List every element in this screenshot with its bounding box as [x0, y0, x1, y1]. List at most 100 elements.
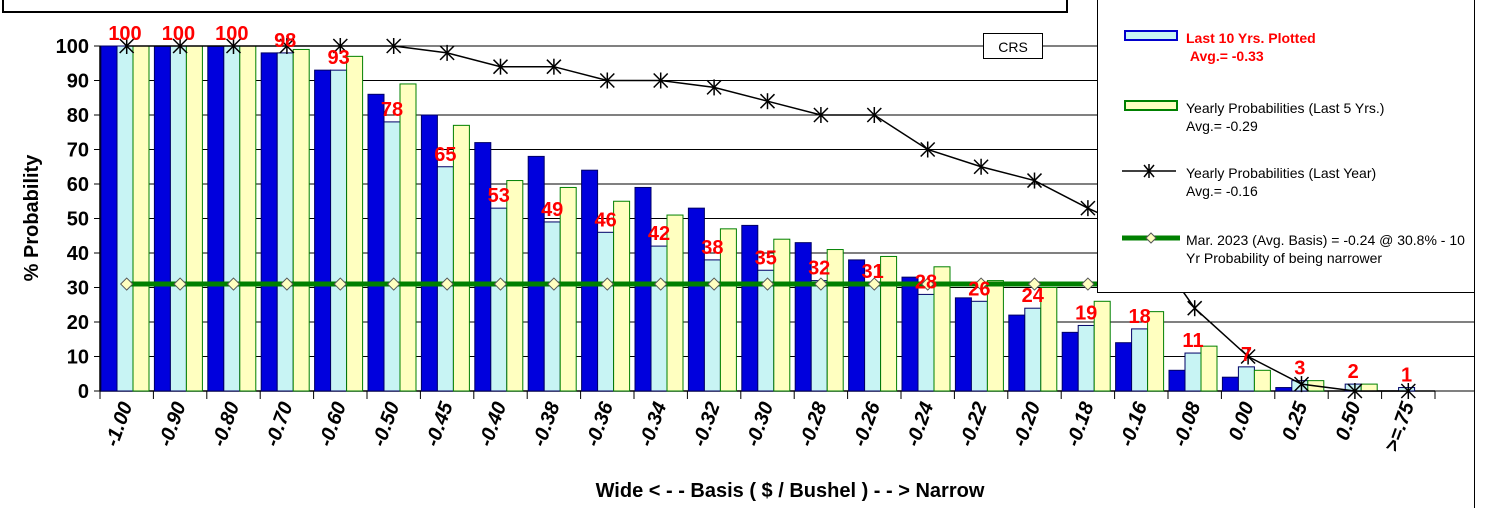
- avg-basis-marker: [440, 277, 454, 291]
- bar: [527, 155, 545, 392]
- last-year-marker: [1026, 172, 1043, 189]
- avg-basis-marker: [119, 277, 134, 291]
- data-label: 65: [434, 144, 456, 166]
- avg-basis-marker: [280, 277, 294, 291]
- y-tick-label: 100: [56, 36, 89, 58]
- bar: [260, 52, 278, 392]
- data-label: 78: [381, 99, 403, 121]
- avg-basis-marker: [173, 277, 187, 291]
- bar: [452, 124, 470, 392]
- bar: [1184, 352, 1202, 392]
- x-tick-label: -0.32: [689, 399, 725, 449]
- avg-basis-marker: [867, 277, 882, 291]
- x-tick-label: >=.75: [1381, 398, 1419, 454]
- bar: [719, 228, 737, 392]
- bar: [970, 300, 988, 392]
- legend-line-green-diamond: [1116, 231, 1186, 245]
- y-tick-label: 10: [67, 347, 89, 369]
- last-year-marker: [706, 79, 722, 96]
- bar: [436, 166, 454, 392]
- bar: [917, 293, 935, 392]
- bar: [169, 45, 187, 392]
- last-year-marker: [1347, 383, 1363, 399]
- bar: [1024, 307, 1042, 392]
- legend-label-last-year: Yearly Probabilities (Last Year) Avg.= -0…: [1186, 165, 1377, 199]
- bar: [1131, 328, 1149, 392]
- data-label: 2: [1348, 361, 1359, 383]
- bar: [1221, 376, 1239, 392]
- bar: [207, 45, 225, 392]
- legend-label-avg-basis: Mar. 2023 (Avg. Basis) = -0.24 @ 30.8% -…: [1186, 232, 1465, 266]
- x-tick-label: -0.08: [1169, 398, 1206, 449]
- avg-basis-marker: [600, 277, 615, 291]
- bar: [687, 207, 705, 392]
- crs-label: CRS: [983, 33, 1043, 59]
- data-label: 18: [1128, 306, 1150, 328]
- x-tick-label: -0.90: [155, 399, 191, 449]
- last-year-marker: [1080, 200, 1096, 217]
- bar: [1077, 324, 1095, 392]
- y-tick-label: 20: [67, 312, 89, 334]
- bar: [1008, 314, 1026, 392]
- bar: [474, 142, 492, 392]
- bar: [666, 214, 684, 392]
- last-year-marker: [599, 72, 615, 89]
- legend-swatch-yellow: [1116, 99, 1186, 113]
- bar: [132, 45, 150, 392]
- legend: Last 10 Yrs. Plotted Avg.= -0.33 Yearly …: [1097, 0, 1475, 293]
- avg-basis-marker: [1027, 277, 1042, 291]
- avg-basis-marker: [653, 277, 668, 291]
- data-label: 98: [274, 30, 296, 52]
- bar: [986, 280, 1004, 392]
- bar: [276, 52, 294, 392]
- avg-basis-marker: [760, 277, 775, 291]
- y-tick-label: 40: [67, 243, 89, 265]
- x-tick-label: 0.25: [1278, 398, 1312, 443]
- last-year-marker: [973, 158, 989, 175]
- y-axis-title: % Probability: [21, 154, 43, 282]
- x-tick-label: -0.45: [422, 398, 459, 449]
- x-tick-label: -1.00: [101, 399, 137, 449]
- bar: [1168, 369, 1186, 392]
- x-tick-label: -0.18: [1062, 398, 1099, 449]
- legend-swatch-blue-cyan: [1116, 29, 1186, 43]
- data-label: 100: [108, 23, 141, 45]
- last-year-marker: [813, 107, 829, 123]
- avg-basis-marker: [386, 277, 401, 291]
- bar: [153, 45, 171, 392]
- bar: [116, 45, 134, 392]
- bar: [773, 238, 791, 392]
- x-tick-label: -0.80: [208, 399, 244, 449]
- bar: [864, 283, 882, 392]
- x-tick-label: 0.50: [1332, 399, 1366, 443]
- avg-basis-marker: [920, 277, 935, 291]
- data-label: 46: [594, 209, 616, 231]
- x-axis-title: Wide < - - Basis ( $ / Bushel ) - - > Na…: [596, 480, 985, 502]
- avg-basis-marker: [333, 277, 348, 291]
- x-tick-label: -0.60: [315, 399, 351, 449]
- data-label: 28: [915, 271, 937, 293]
- data-label: 26: [968, 278, 990, 300]
- data-label: 7: [1241, 344, 1252, 366]
- last-year-marker: [386, 38, 402, 54]
- bar: [1093, 300, 1111, 392]
- last-year-marker: [1400, 383, 1416, 399]
- bar: [613, 200, 631, 392]
- data-label: 35: [755, 247, 777, 269]
- legend-item-last-year: Yearly Probabilities (Last Year) Avg.= -0…: [1116, 164, 1376, 200]
- legend-line-black-star: [1116, 164, 1186, 178]
- bar: [330, 69, 348, 392]
- x-tick-label: -0.36: [582, 398, 619, 449]
- x-tick-label: -0.34: [635, 399, 671, 449]
- bar: [581, 169, 599, 392]
- avg-basis-marker: [707, 277, 721, 291]
- last-year-marker: [546, 58, 562, 75]
- last-year-marker: [920, 141, 936, 158]
- bar: [543, 221, 561, 392]
- y-tick-label: 50: [67, 209, 89, 231]
- bar: [1360, 383, 1378, 392]
- last-year-marker: [119, 38, 135, 54]
- bar: [100, 45, 118, 392]
- avg-basis-marker: [493, 277, 508, 291]
- data-label: 100: [162, 23, 195, 45]
